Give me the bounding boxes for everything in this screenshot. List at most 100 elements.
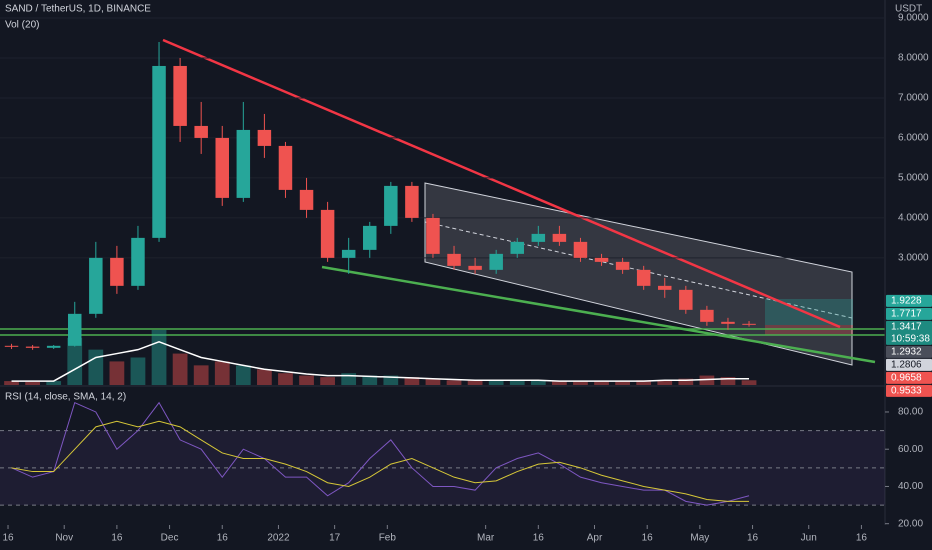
- x-tick-label: 16: [856, 533, 868, 544]
- candle-body: [658, 285, 672, 290]
- candle-body: [510, 241, 524, 254]
- volume-bar: [404, 377, 420, 385]
- x-tick-label: Jun: [801, 533, 817, 544]
- candle-body: [531, 233, 546, 242]
- candle-body: [152, 65, 166, 238]
- candle-body: [46, 345, 61, 348]
- volume-bar: [193, 365, 209, 385]
- price-label-box: [886, 294, 932, 307]
- x-tick-label: Mar: [477, 533, 495, 544]
- volume-bar: [678, 378, 694, 385]
- volume-bar: [25, 381, 40, 385]
- candle-body: [110, 257, 124, 286]
- x-tick-label: Apr: [587, 533, 603, 544]
- volume-bar: [573, 381, 588, 385]
- y-tick-label: 4.0000: [898, 213, 929, 224]
- volume-bar: [636, 380, 652, 385]
- candle-body: [552, 233, 567, 242]
- rsi-tick-label: 20.00: [898, 518, 923, 529]
- volume-bar: [172, 353, 188, 385]
- candle-body: [573, 241, 588, 258]
- candle-body: [131, 237, 145, 286]
- price-label: 1.7717: [891, 309, 922, 320]
- x-tick-label: 16: [2, 533, 14, 544]
- candle-body: [236, 129, 251, 198]
- y-tick-label: 8.0000: [898, 53, 929, 64]
- candle-body: [384, 185, 398, 226]
- candle-body: [341, 249, 356, 258]
- volume-bar: [467, 380, 483, 385]
- candle-body: [489, 253, 503, 270]
- rsi-tick-label: 40.00: [898, 481, 923, 492]
- candle-body: [615, 261, 630, 270]
- x-tick-label: 16: [747, 533, 759, 544]
- volume-bar: [130, 357, 146, 385]
- volume-bar: [699, 375, 715, 385]
- x-tick-label: 16: [533, 533, 545, 544]
- volume-bar: [530, 380, 546, 385]
- volume-bar: [362, 375, 378, 385]
- countdown: 10:59:38: [891, 334, 930, 345]
- candle-body: [742, 323, 756, 325]
- resistance-trendline: [162, 38, 841, 329]
- volume-bar: [257, 369, 272, 385]
- candle-body: [4, 345, 19, 347]
- volume-ma-line: [11, 340, 750, 382]
- currency: USDT: [895, 4, 922, 15]
- y-tick-label: 5.0000: [898, 173, 929, 184]
- volume-bar: [151, 330, 167, 385]
- stop-zone: [765, 325, 853, 335]
- volume-bar: [741, 380, 757, 385]
- volume-bar: [299, 375, 314, 385]
- volume-bar: [109, 361, 125, 385]
- y-tick-label: 7.0000: [898, 93, 929, 104]
- candle-body: [89, 257, 103, 314]
- candle-body: [426, 217, 440, 254]
- support-trendline: [321, 265, 876, 364]
- candle-body: [215, 137, 229, 198]
- candle-body: [700, 309, 714, 322]
- price-label: 1.2932: [891, 347, 922, 358]
- y-tick-label: 3.0000: [898, 253, 929, 264]
- volume-bar: [320, 377, 335, 385]
- x-tick-label: 16: [111, 533, 123, 544]
- x-tick-label: 16: [642, 533, 654, 544]
- volume-bar: [509, 380, 525, 385]
- volume-bar: [341, 373, 357, 385]
- volume-bar: [278, 373, 293, 385]
- price-label: 0.9658: [891, 373, 922, 384]
- candle-body: [320, 209, 335, 258]
- price-label: 0.9533: [891, 386, 922, 397]
- price-label: 1.2806: [891, 360, 922, 371]
- candle-body: [679, 289, 693, 310]
- volume-label: Vol (20): [5, 20, 39, 31]
- price-label-box: [886, 384, 932, 397]
- x-tick-label: Dec: [161, 533, 179, 544]
- rsi-tick-label: 80.00: [898, 407, 923, 418]
- volume-bar: [46, 381, 62, 385]
- x-tick-label: 16: [217, 533, 229, 544]
- rsi-line: [11, 401, 750, 506]
- y-tick-label: 9.0000: [898, 13, 929, 24]
- volume-bar: [657, 380, 673, 385]
- candle-body: [363, 225, 377, 250]
- price-label-box: [886, 320, 932, 345]
- volume-bar: [446, 380, 462, 385]
- price-label-box: [886, 307, 932, 320]
- x-tick-label: Nov: [55, 533, 73, 544]
- candle-body: [257, 129, 272, 146]
- volume-bar: [615, 381, 630, 385]
- candle-body: [636, 269, 651, 286]
- volume-bar: [235, 365, 251, 385]
- volume-bar: [552, 381, 567, 385]
- volume-bar: [594, 381, 609, 385]
- rsi-tick-label: 60.00: [898, 444, 923, 455]
- price-label: 1.3417: [891, 322, 922, 333]
- price-label-box: [886, 345, 932, 358]
- candle-body: [173, 65, 187, 126]
- volume-bar: [4, 381, 19, 385]
- candle-body: [468, 265, 482, 270]
- price-label: 1.9228: [891, 296, 922, 307]
- x-tick-label: 17: [329, 533, 341, 544]
